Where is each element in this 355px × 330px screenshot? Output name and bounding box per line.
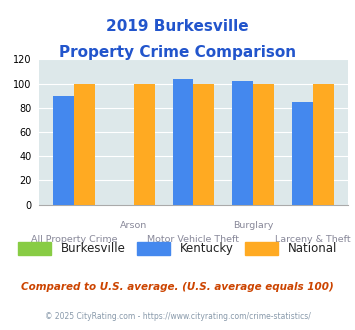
- Bar: [173, 79, 193, 205]
- Bar: [193, 83, 214, 205]
- Bar: [134, 83, 155, 205]
- Text: Burglary: Burglary: [233, 221, 273, 230]
- Bar: [253, 83, 274, 205]
- Bar: [232, 81, 253, 205]
- Text: Motor Vehicle Theft: Motor Vehicle Theft: [147, 235, 240, 244]
- Text: All Property Crime: All Property Crime: [31, 235, 117, 244]
- Bar: [313, 83, 334, 205]
- Bar: [53, 96, 74, 205]
- Legend: Burkesville, Kentucky, National: Burkesville, Kentucky, National: [13, 237, 342, 260]
- Bar: [74, 83, 95, 205]
- Text: Arson: Arson: [120, 221, 147, 230]
- Text: © 2025 CityRating.com - https://www.cityrating.com/crime-statistics/: © 2025 CityRating.com - https://www.city…: [45, 312, 310, 321]
- Text: Compared to U.S. average. (U.S. average equals 100): Compared to U.S. average. (U.S. average …: [21, 282, 334, 292]
- Text: Property Crime Comparison: Property Crime Comparison: [59, 45, 296, 60]
- Text: Larceny & Theft: Larceny & Theft: [275, 235, 351, 244]
- Bar: [292, 102, 313, 205]
- Text: 2019 Burkesville: 2019 Burkesville: [106, 19, 249, 34]
